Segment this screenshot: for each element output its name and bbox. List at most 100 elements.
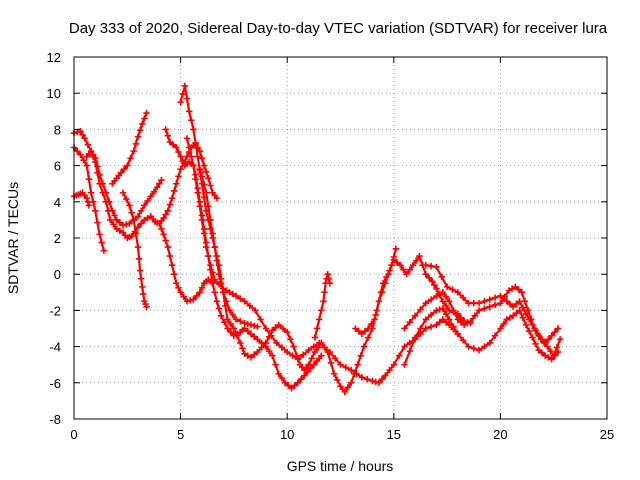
data-point <box>107 216 114 224</box>
y-tick-label: -8 <box>49 412 61 427</box>
data-point <box>196 166 203 173</box>
data-point <box>202 189 210 196</box>
data-point <box>331 355 339 362</box>
data-point <box>363 375 371 383</box>
data-point <box>320 298 327 305</box>
data-point <box>486 339 493 347</box>
data-point <box>177 99 184 106</box>
data-point <box>224 325 231 332</box>
data-point <box>500 320 507 328</box>
data-point <box>237 295 244 302</box>
data-point <box>192 139 199 147</box>
data-point <box>422 299 429 307</box>
data-point <box>548 356 555 363</box>
data-point <box>153 184 161 191</box>
y-tick-label: 12 <box>47 50 61 65</box>
data-point <box>406 318 413 326</box>
data-point <box>250 322 258 329</box>
data-point <box>375 298 383 305</box>
data-point <box>79 131 86 139</box>
data-point <box>386 267 393 274</box>
data-point <box>83 194 90 202</box>
data-point <box>272 361 279 368</box>
data-point <box>524 307 532 314</box>
data-point <box>173 180 180 187</box>
data-point <box>205 203 212 210</box>
data-point <box>354 361 361 368</box>
data-point <box>481 298 488 305</box>
data-point <box>171 187 178 195</box>
data-point <box>431 281 438 289</box>
data-point <box>258 339 265 347</box>
data-point <box>315 316 323 323</box>
data-point <box>388 261 395 269</box>
data-point <box>373 307 380 314</box>
x-tick-label: 20 <box>493 427 507 442</box>
data-point <box>164 243 172 251</box>
data-point <box>254 323 261 330</box>
data-point <box>556 336 564 343</box>
data-point <box>160 231 167 238</box>
data-point <box>403 271 410 278</box>
data-point <box>92 155 99 162</box>
data-point <box>304 368 311 376</box>
data-point <box>213 194 221 202</box>
data-point <box>375 379 383 386</box>
data-point <box>196 289 203 296</box>
series-track-9 <box>156 220 216 305</box>
data-point <box>519 304 526 311</box>
data-point <box>188 153 195 160</box>
data-point <box>273 339 280 347</box>
data-point <box>205 175 212 182</box>
data-point <box>422 271 429 278</box>
data-point <box>119 222 127 229</box>
data-point <box>83 162 90 169</box>
data-point <box>126 202 133 209</box>
data-point <box>265 347 273 355</box>
x-tick-label: 10 <box>280 427 294 442</box>
data-point <box>227 328 234 336</box>
data-point <box>357 352 364 359</box>
data-point <box>321 344 328 351</box>
data-point <box>428 278 436 285</box>
data-point <box>347 379 355 386</box>
data-point <box>275 321 282 329</box>
data-point <box>465 343 472 350</box>
data-point <box>262 343 270 350</box>
data-point <box>175 148 182 156</box>
data-point <box>98 239 105 246</box>
x-tick-label: 15 <box>387 427 401 442</box>
data-point <box>127 155 134 162</box>
data-point <box>305 347 312 354</box>
data-point <box>134 243 142 251</box>
data-point <box>318 307 325 314</box>
data-point <box>162 126 169 133</box>
series-track-4 <box>83 147 165 229</box>
data-point <box>342 364 350 371</box>
data-point <box>135 255 143 263</box>
data-point <box>89 198 97 205</box>
data-point <box>324 348 331 356</box>
data-point <box>166 252 174 260</box>
data-point <box>177 153 184 160</box>
data-point <box>547 347 554 355</box>
data-point <box>390 361 397 368</box>
data-point <box>143 109 150 117</box>
data-point <box>96 231 103 238</box>
data-point <box>400 266 407 273</box>
data-point <box>77 128 84 135</box>
x-tick-label: 0 <box>70 427 77 442</box>
data-point <box>450 307 457 314</box>
data-point <box>168 194 176 202</box>
data-point <box>166 201 174 208</box>
data-point <box>105 198 113 205</box>
data-point <box>427 311 435 319</box>
data-point <box>392 245 400 253</box>
data-point <box>132 230 140 237</box>
data-point <box>220 289 227 296</box>
data-point <box>193 292 200 300</box>
data-point <box>207 266 214 273</box>
x-axis-label: GPS time / hours <box>287 458 394 474</box>
data-point <box>147 193 154 200</box>
